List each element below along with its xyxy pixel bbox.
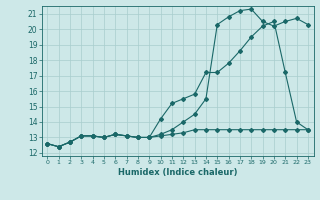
X-axis label: Humidex (Indice chaleur): Humidex (Indice chaleur) [118, 168, 237, 177]
